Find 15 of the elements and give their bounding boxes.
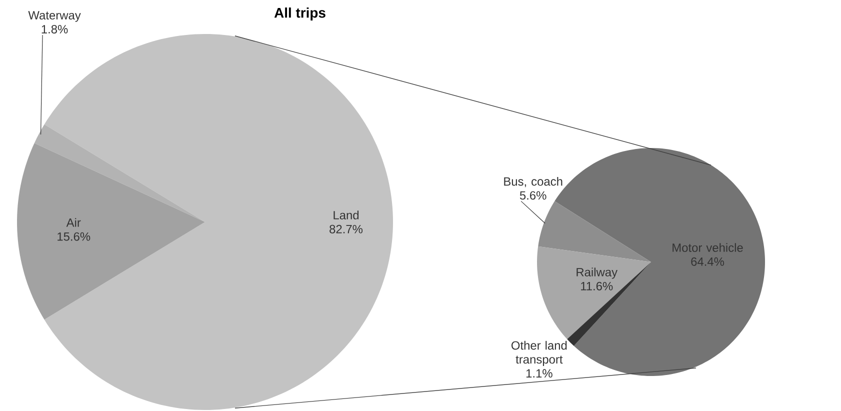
slice-label: Other land transport [511, 340, 567, 366]
data-label: 11.6% [581, 282, 613, 290]
data-label: 1.1% [526, 369, 552, 378]
slice-label: Bus, coach [504, 176, 562, 188]
data-label: 15.6% [58, 232, 90, 241]
data-label: 64.4% [691, 257, 724, 266]
slice-label: Land [334, 210, 359, 220]
slice-label: Air [66, 218, 81, 227]
chart-title: All trips [274, 7, 326, 20]
slice-label: Motor vehicle [672, 243, 743, 252]
slice-label: Railway [576, 268, 618, 279]
data-label: 82.7% [330, 224, 363, 234]
data-label: 5.6% [520, 191, 546, 200]
data-label: 1.8% [42, 24, 68, 34]
slice-label: Waterway [28, 11, 81, 22]
